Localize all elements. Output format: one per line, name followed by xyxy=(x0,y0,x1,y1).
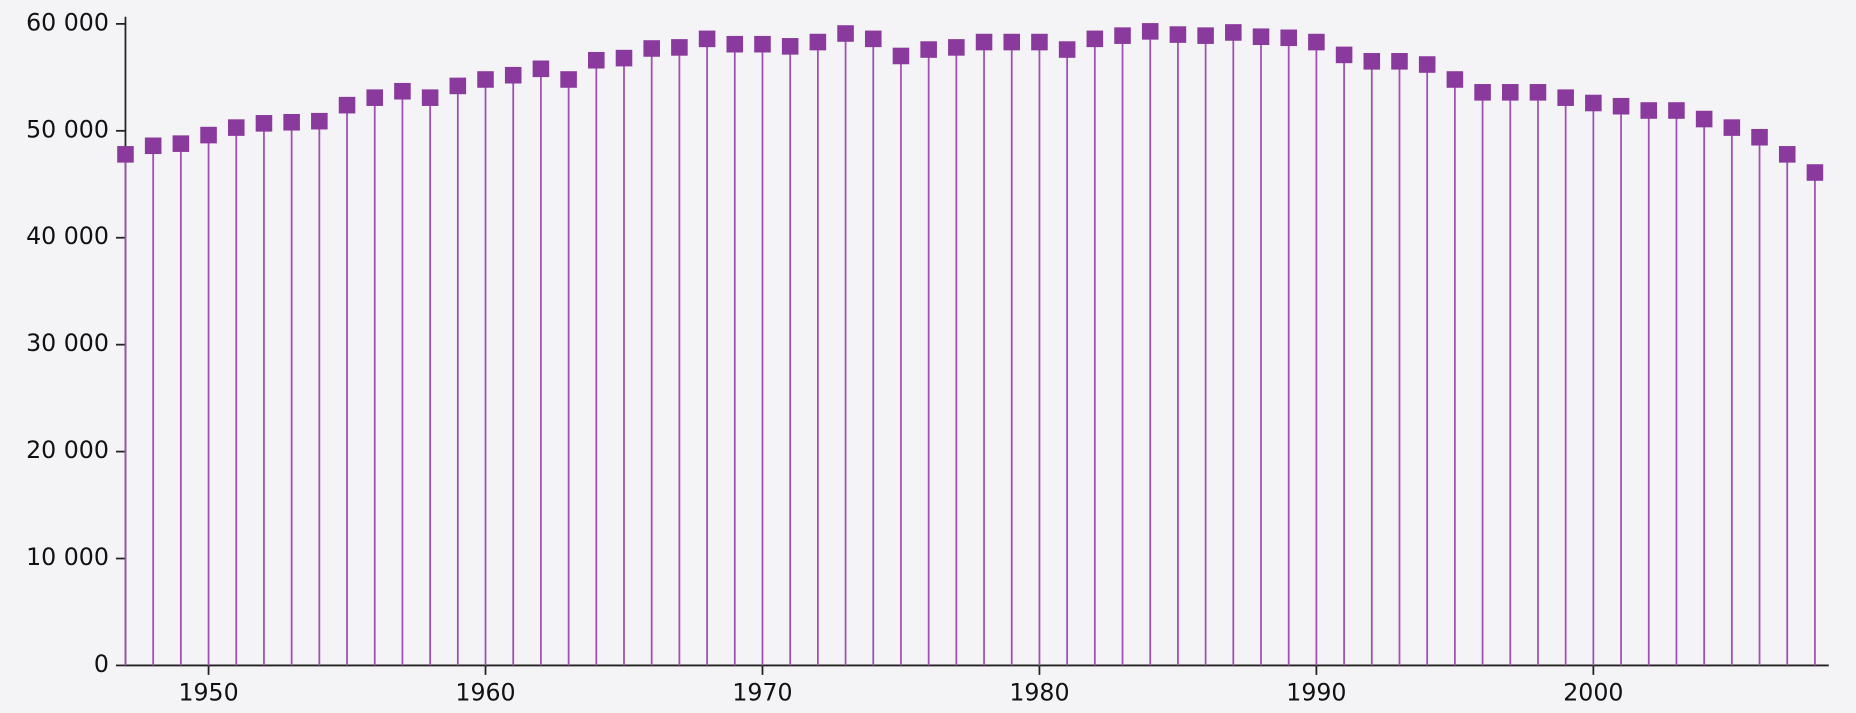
marker xyxy=(1170,26,1187,43)
marker xyxy=(782,38,799,55)
marker xyxy=(588,52,605,69)
marker xyxy=(1613,98,1630,115)
marker xyxy=(671,39,688,56)
x-tick-label: 1950 xyxy=(178,678,238,706)
x-tick-label: 1990 xyxy=(1286,678,1346,706)
marker xyxy=(533,61,550,78)
marker xyxy=(699,31,716,48)
y-tick-label: 60 000 xyxy=(26,8,109,36)
marker xyxy=(1696,111,1713,128)
marker xyxy=(1502,84,1519,101)
marker xyxy=(1447,71,1464,88)
marker xyxy=(754,36,771,53)
marker xyxy=(200,127,217,144)
marker xyxy=(339,97,356,114)
y-tick-label: 0 xyxy=(94,650,109,678)
y-tick-label: 30 000 xyxy=(26,329,109,357)
marker xyxy=(976,34,993,51)
chart: 0 10 000 20 000 30 000 40 000 50 000 60 000 195… xyxy=(0,0,1856,713)
marker xyxy=(726,36,743,53)
marker xyxy=(1197,27,1214,44)
marker xyxy=(311,113,328,130)
marker xyxy=(810,34,827,51)
marker xyxy=(228,119,245,136)
marker xyxy=(1031,34,1048,51)
marker xyxy=(1225,24,1242,41)
marker xyxy=(616,50,633,67)
marker xyxy=(1668,102,1685,119)
marker xyxy=(1724,119,1741,136)
marker xyxy=(1419,56,1436,73)
marker xyxy=(256,115,273,132)
y-tick-label: 20 000 xyxy=(26,436,109,464)
marker xyxy=(1557,89,1574,106)
marker xyxy=(283,114,300,131)
marker xyxy=(1640,102,1657,119)
marker xyxy=(1087,31,1104,48)
marker xyxy=(865,31,882,48)
marker xyxy=(117,146,134,163)
y-tick-label: 50 000 xyxy=(26,115,109,143)
marker xyxy=(1059,41,1076,58)
marker xyxy=(422,89,439,106)
page: {"chart_data": {"type": "stem", "x": [19… xyxy=(0,0,1856,713)
marker xyxy=(560,71,577,88)
marker xyxy=(837,25,854,42)
marker xyxy=(1253,28,1270,45)
marker xyxy=(1280,30,1297,47)
marker xyxy=(893,48,910,65)
marker xyxy=(1585,95,1602,112)
x-tick-label: 1960 xyxy=(455,678,515,706)
y-tick-label: 40 000 xyxy=(26,222,109,250)
marker xyxy=(1474,84,1491,101)
marker xyxy=(1391,53,1408,70)
marker xyxy=(1114,27,1131,44)
marker xyxy=(1779,146,1796,163)
marker xyxy=(394,83,411,100)
marker xyxy=(643,40,660,57)
marker xyxy=(1336,47,1353,64)
x-tick-label: 1980 xyxy=(1009,678,1069,706)
marker xyxy=(1530,84,1547,101)
marker xyxy=(1751,129,1768,146)
marker xyxy=(505,67,522,84)
marker xyxy=(1308,34,1325,51)
marker xyxy=(1364,53,1381,70)
marker xyxy=(920,41,937,58)
x-tick-label: 2000 xyxy=(1563,678,1623,706)
marker xyxy=(450,78,467,95)
x-tick-label: 1970 xyxy=(732,678,792,706)
marker xyxy=(948,39,965,56)
marker xyxy=(366,89,383,106)
marker xyxy=(1003,34,1020,51)
marker xyxy=(1142,23,1159,40)
marker xyxy=(477,71,494,88)
y-tick-label: 10 000 xyxy=(26,543,109,571)
marker xyxy=(173,135,190,152)
marker xyxy=(1807,164,1824,181)
marker xyxy=(145,137,162,154)
